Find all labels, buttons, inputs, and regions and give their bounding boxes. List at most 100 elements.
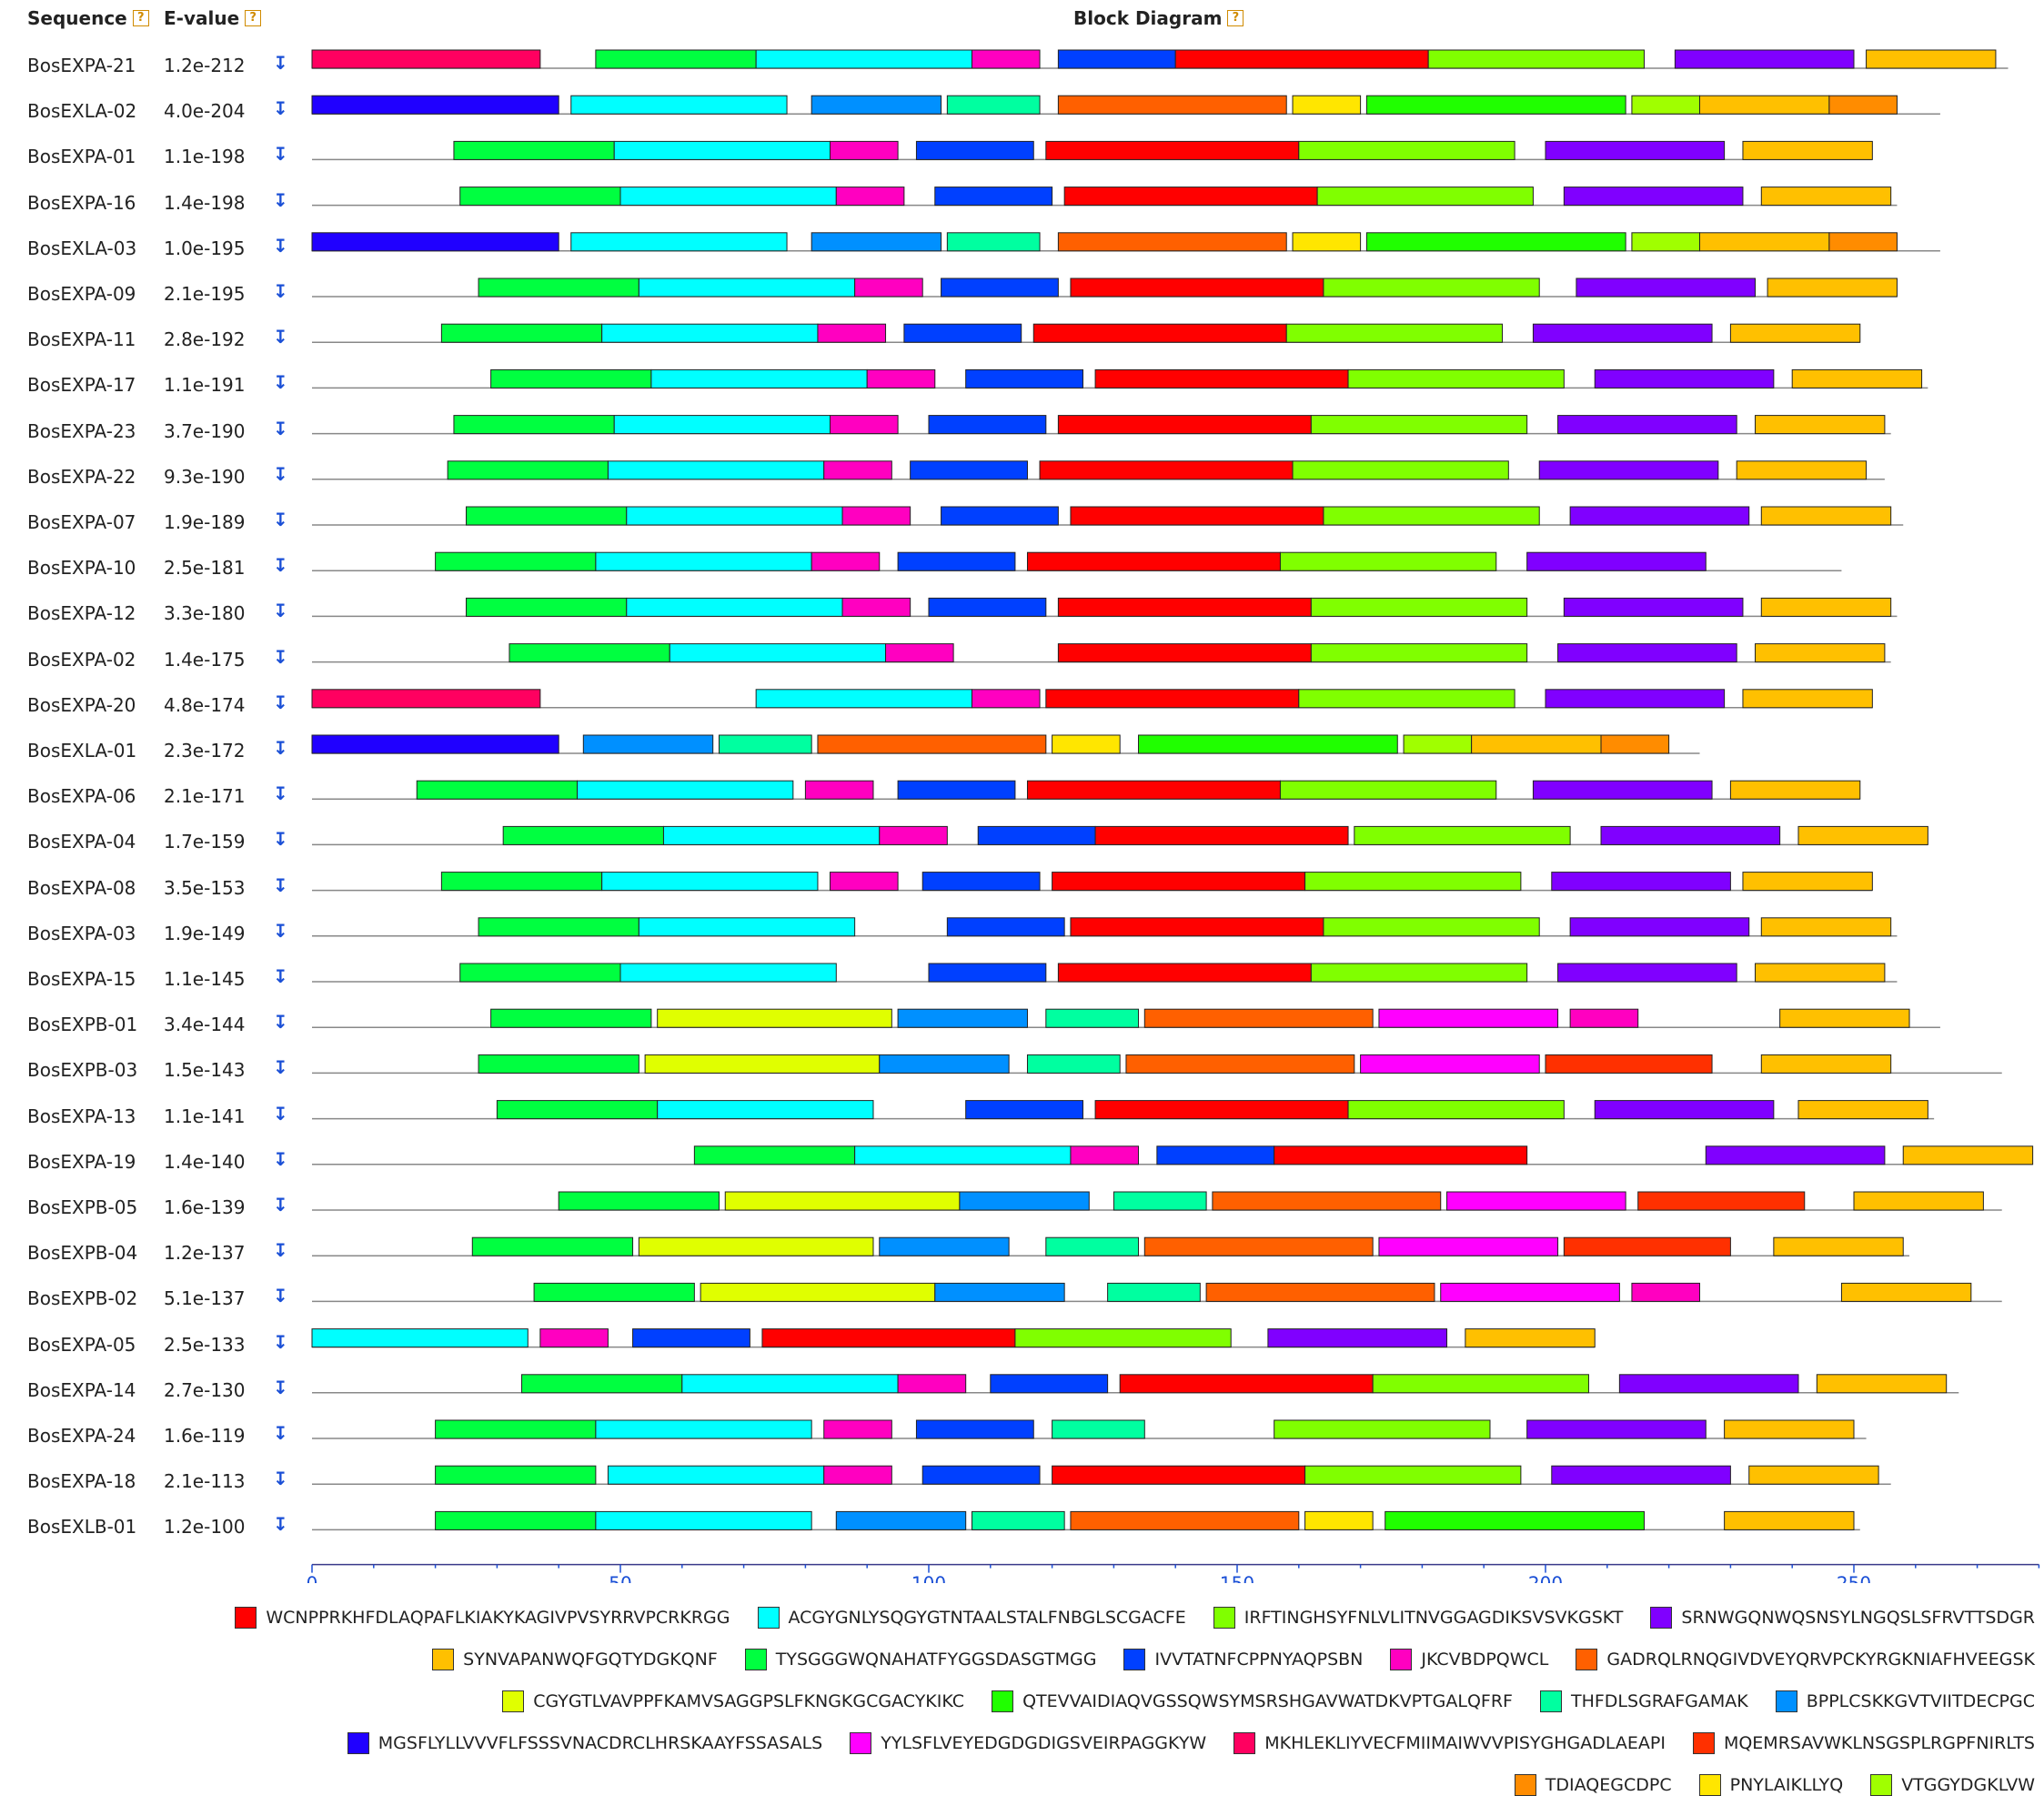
motif-block[interactable] (1773, 1236, 1904, 1256)
sequence-link-icon[interactable]: ↧ (273, 919, 288, 942)
motif-block[interactable] (1279, 780, 1497, 800)
motif-block[interactable] (478, 277, 639, 298)
motif-block[interactable] (1285, 323, 1504, 343)
sequence-link-icon[interactable]: ↧ (273, 1147, 288, 1170)
sequence-link-icon[interactable]: ↧ (273, 143, 288, 166)
sequence-link-icon[interactable]: ↧ (273, 873, 288, 896)
motif-block[interactable] (478, 1054, 639, 1074)
motif-block[interactable] (435, 551, 597, 571)
motif-block[interactable] (1094, 1100, 1349, 1120)
motif-block[interactable] (508, 643, 670, 663)
motif-block[interactable] (1384, 1510, 1645, 1530)
motif-block[interactable] (990, 1374, 1109, 1394)
sequence-link-icon[interactable]: ↧ (273, 188, 288, 211)
sequence-link-icon[interactable]: ↧ (273, 417, 288, 439)
motif-block[interactable] (921, 872, 1041, 892)
motif-block[interactable] (459, 963, 621, 983)
motif-block[interactable] (1070, 277, 1324, 298)
motif-block[interactable] (311, 95, 559, 115)
motif-block[interactable] (971, 49, 1041, 69)
motif-block[interactable] (977, 825, 1096, 845)
sequence-link-icon[interactable]: ↧ (273, 52, 288, 74)
motif-block[interactable] (1760, 187, 1892, 207)
motif-block[interactable] (657, 1100, 874, 1120)
sequence-link-icon[interactable]: ↧ (273, 1468, 288, 1490)
motif-block[interactable] (1724, 1419, 1855, 1439)
motif-block[interactable] (841, 506, 911, 526)
motif-block[interactable] (1791, 368, 1923, 388)
motif-block[interactable] (453, 140, 615, 160)
motif-block[interactable] (897, 1008, 1028, 1028)
motif-block[interactable] (755, 49, 972, 69)
motif-block[interactable] (1052, 1465, 1306, 1485)
motif-block[interactable] (823, 1465, 892, 1485)
motif-block[interactable] (632, 1328, 750, 1348)
motif-block[interactable] (1563, 1236, 1731, 1256)
motif-block[interactable] (1292, 232, 1362, 252)
motif-block[interactable] (835, 187, 905, 207)
motif-block[interactable] (521, 1374, 683, 1394)
motif-block[interactable] (447, 460, 609, 480)
motif-block[interactable] (830, 140, 899, 160)
motif-block[interactable] (830, 415, 899, 435)
motif-block[interactable] (1816, 1374, 1948, 1394)
motif-block[interactable] (440, 323, 603, 343)
motif-block[interactable] (1569, 506, 1750, 526)
motif-block[interactable] (1310, 643, 1528, 663)
motif-block[interactable] (1354, 825, 1571, 845)
motif-block[interactable] (311, 734, 559, 754)
motif-block[interactable] (1378, 1236, 1559, 1256)
legend-item[interactable]: MKHLEKLIYVECFMIIMAIWVVPISYGHGADLAEAPI (1233, 1732, 1666, 1754)
motif-block[interactable] (959, 1191, 1090, 1211)
motif-block[interactable] (626, 597, 843, 617)
motif-block[interactable] (533, 1282, 695, 1302)
motif-block[interactable] (1902, 1145, 2034, 1165)
sequence-link-icon[interactable]: ↧ (273, 737, 288, 759)
evalue-help-icon[interactable]: ? (245, 10, 262, 26)
motif-block[interactable] (1026, 551, 1281, 571)
sequence-link-icon[interactable]: ↧ (273, 509, 288, 530)
motif-block[interactable] (879, 1236, 1010, 1256)
motif-block[interactable] (755, 689, 972, 709)
sequence-link-icon[interactable]: ↧ (273, 1239, 288, 1262)
motif-block[interactable] (1471, 734, 1602, 754)
motif-block[interactable] (1699, 232, 1830, 252)
motif-block[interactable] (1729, 323, 1861, 343)
motif-block[interactable] (1631, 232, 1701, 252)
motif-block[interactable] (582, 734, 714, 754)
motif-block[interactable] (478, 917, 639, 937)
motif-block[interactable] (1545, 140, 1726, 160)
motif-block[interactable] (681, 1374, 899, 1394)
motif-block[interactable] (1174, 49, 1429, 69)
motif-block[interactable] (1755, 643, 1886, 663)
motif-block[interactable] (811, 551, 881, 571)
motif-block[interactable] (1631, 1282, 1701, 1302)
sequence-link-icon[interactable]: ↧ (273, 1285, 288, 1307)
motif-block[interactable] (817, 323, 887, 343)
legend-item[interactable]: TDIAQEGCDPC (1514, 1774, 1672, 1796)
motif-block[interactable] (1557, 643, 1737, 663)
motif-block[interactable] (1446, 1191, 1626, 1211)
motif-block[interactable] (1866, 49, 1997, 69)
motif-block[interactable] (965, 1100, 1084, 1120)
motif-block[interactable] (1760, 597, 1892, 617)
legend-item[interactable]: VTGGYDGKLVW (1870, 1774, 2035, 1796)
motif-block[interactable] (971, 689, 1041, 709)
legend-item[interactable]: GADRQLRNQGIVDVEYQRVPCKYRGKNIAFHVEEGSK (1576, 1649, 2035, 1670)
motif-block[interactable] (879, 1054, 1010, 1074)
motif-block[interactable] (1755, 415, 1886, 435)
motif-block[interactable] (490, 1008, 652, 1028)
motif-block[interactable] (1057, 963, 1312, 983)
legend-item[interactable]: MGSFLYLLVVVFLFSSSVNACDRCLHRSKAAYFSSASALS (347, 1732, 822, 1754)
motif-block[interactable] (1427, 49, 1645, 69)
motif-block[interactable] (1274, 1145, 1528, 1165)
legend-item[interactable]: ACGYGNLYSQGYGTNTAALSTALFNBGLSCGACFE (757, 1607, 1186, 1629)
sequence-link-icon[interactable]: ↧ (273, 326, 288, 348)
motif-block[interactable] (1545, 689, 1726, 709)
motif-block[interactable] (1674, 49, 1855, 69)
sequence-link-icon[interactable]: ↧ (273, 1330, 288, 1353)
motif-block[interactable] (965, 368, 1084, 388)
sequence-link-icon[interactable]: ↧ (273, 600, 288, 622)
motif-block[interactable] (613, 140, 831, 160)
motif-block[interactable] (1205, 1282, 1435, 1302)
